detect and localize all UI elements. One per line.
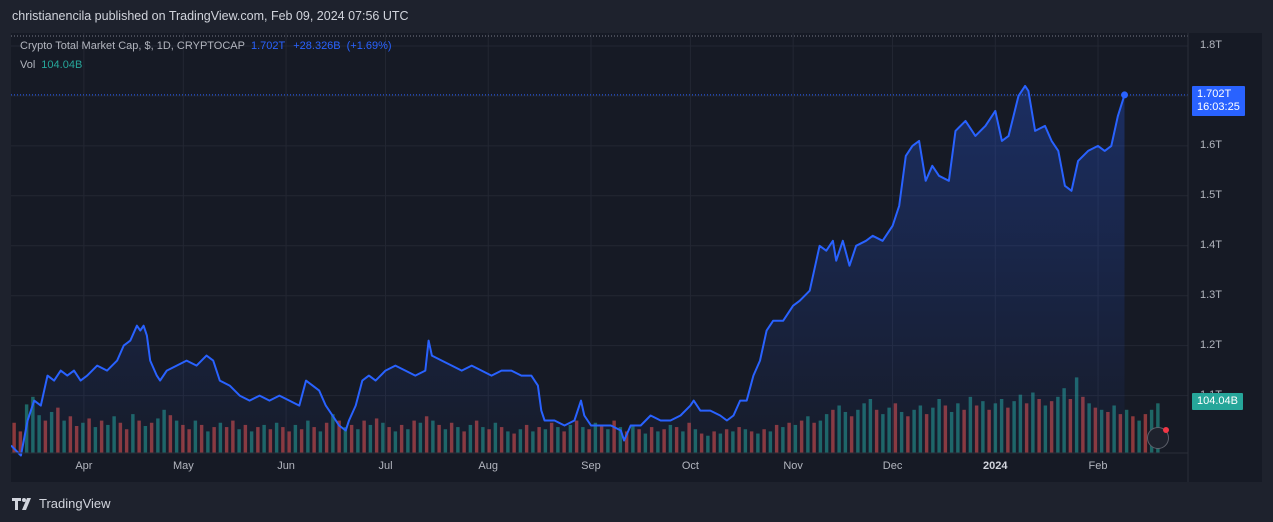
- x-tick-label: May: [172, 460, 194, 472]
- x-tick-label: Jul: [378, 460, 393, 472]
- tradingview-logo-icon: [12, 497, 31, 510]
- volume-bar: [1131, 416, 1135, 453]
- y-tick-label: 1.8T: [1200, 38, 1223, 51]
- x-tick-label: Oct: [681, 460, 699, 472]
- y-tick-label: 1.3T: [1200, 288, 1223, 301]
- x-tick-label: Sep: [581, 460, 601, 472]
- footer: TradingView: [0, 482, 1273, 522]
- y-tick-label: 1.5T: [1200, 188, 1223, 201]
- x-tick-label: Nov: [783, 460, 803, 472]
- last-price-value: 1.702T: [1197, 87, 1232, 100]
- legend-last-value: 1.702T: [250, 40, 286, 52]
- publish-info-text: christianencila published on TradingView…: [12, 9, 409, 23]
- legend-symbol: Crypto Total Market Cap, $, 1D, CRYPTOCA…: [20, 40, 245, 52]
- legend-main: Crypto Total Market Cap, $, 1D, CRYPTOCA…: [20, 40, 392, 52]
- volume-bar: [1124, 409, 1129, 453]
- legend-volume: Vol 104.04B: [20, 59, 82, 71]
- x-tick-label: Jun: [277, 460, 295, 472]
- price-area-fill: [11, 85, 1125, 456]
- last-price-label: 1.702T 16:03:25: [1192, 85, 1245, 116]
- x-tick-label: Apr: [75, 460, 93, 472]
- legend-vol-label: Vol: [20, 59, 36, 71]
- x-tick-label: Aug: [478, 460, 499, 472]
- footer-brand: TradingView: [39, 496, 111, 511]
- volume-bar: [1137, 420, 1141, 453]
- legend-change-pct: (+1.69%): [346, 40, 392, 52]
- bar-countdown: 16:03:25: [1197, 100, 1240, 113]
- x-tick-label: 2024: [983, 460, 1008, 472]
- last-price-dot: [1121, 91, 1129, 99]
- last-volume-label: 104.04B: [1192, 393, 1243, 410]
- volume-bar: [12, 422, 16, 453]
- volume-bar: [1143, 414, 1148, 453]
- x-tick-label: Feb: [1088, 460, 1108, 472]
- y-tick-label: 1.4T: [1200, 238, 1223, 251]
- chart-panel[interactable]: Crypto Total Market Cap, $, 1D, CRYPTOCA…: [11, 33, 1262, 482]
- price-line: [11, 84, 1126, 457]
- chart-canvas[interactable]: [11, 33, 1262, 482]
- tradingview-logo[interactable]: TradingView: [12, 496, 111, 511]
- legend-vol-value: 104.04B: [41, 59, 83, 71]
- y-tick-label: 1.2T: [1200, 338, 1223, 351]
- volume-bar: [18, 431, 23, 453]
- publish-header: christianencila published on TradingView…: [0, 0, 1273, 33]
- y-tick-label: 1.6T: [1200, 138, 1223, 151]
- x-tick-label: Dec: [882, 460, 903, 472]
- legend-change: +28.326B: [293, 40, 341, 52]
- lightning-icon[interactable]: [1147, 427, 1169, 449]
